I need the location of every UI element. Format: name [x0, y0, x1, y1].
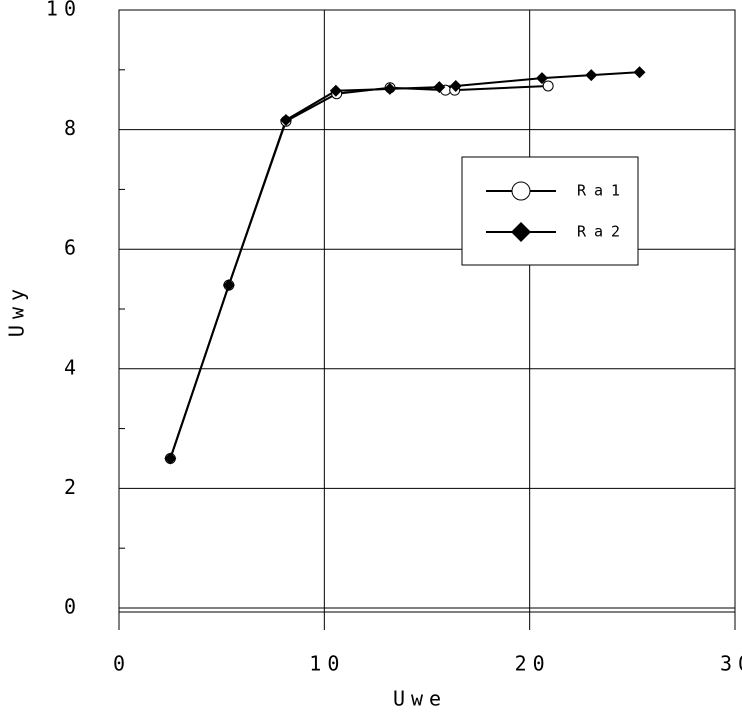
legend-marker — [511, 181, 531, 201]
circle-marker — [542, 80, 554, 92]
series-line — [169, 84, 549, 459]
x-tick-label: 0 — [113, 652, 131, 676]
legend-label: Ra1 — [577, 182, 628, 200]
legend-box — [461, 156, 639, 266]
y-tick-label: 4 — [64, 355, 82, 379]
diamond-marker — [433, 81, 446, 94]
legend-marker — [511, 222, 531, 242]
diamond-marker — [222, 279, 235, 292]
y-tick-label: 10 — [46, 0, 82, 21]
diamond-marker — [585, 69, 598, 82]
x-axis-label: Uwe — [393, 687, 447, 711]
plot-frame — [118, 9, 736, 613]
diamond-marker — [633, 66, 646, 79]
y-tick-label: 2 — [64, 475, 82, 499]
y-tick-label: 6 — [64, 236, 82, 260]
diamond-marker — [329, 84, 342, 97]
diamond-marker — [383, 82, 396, 95]
legend: Ra1 Ra2 — [461, 156, 639, 266]
diamond-marker — [449, 79, 462, 92]
series-line — [169, 71, 640, 459]
legend-label: Ra2 — [577, 223, 628, 241]
y-tick-label: 0 — [64, 595, 82, 619]
y-tick-label: 8 — [64, 116, 82, 140]
x-tick-label: 20 — [515, 652, 551, 676]
diamond-marker — [279, 114, 292, 127]
y-axis-label: Uwy — [5, 283, 29, 337]
x-tick-label: 10 — [309, 652, 345, 676]
diamond-marker — [535, 72, 548, 85]
x-tick-label: 30 — [720, 652, 742, 676]
diamond-marker — [164, 452, 177, 465]
